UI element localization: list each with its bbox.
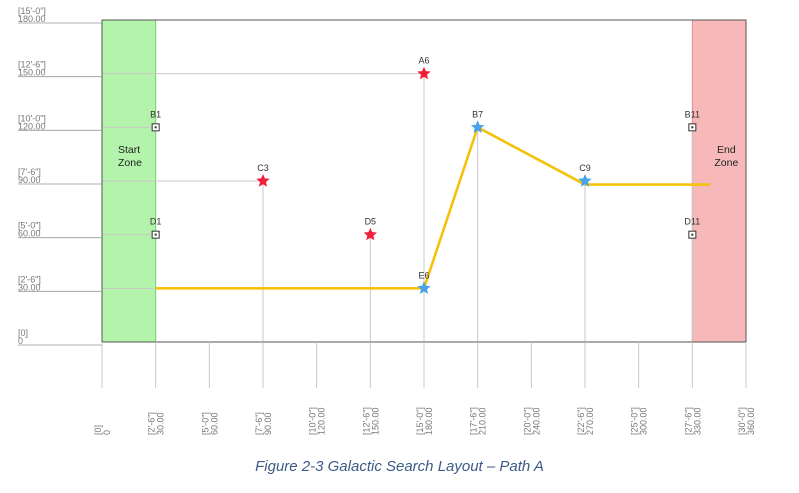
x-tick-label-ft: [0] <box>93 425 103 435</box>
marker-b7-star-icon <box>471 120 485 133</box>
x-tick-label-num: 360.00 <box>746 407 756 435</box>
x-tick-label: [0] 0 <box>93 425 112 435</box>
marker-c3-label: C3 <box>257 163 269 173</box>
marker-d1-dot <box>154 233 157 236</box>
marker-e6-label: E6 <box>418 270 429 280</box>
y-tick-label-ft: [15'-0"] <box>18 6 46 16</box>
x-tick-label-ft: [15'-0"] <box>415 407 425 435</box>
start-zone-label-line2: Zone <box>118 157 142 169</box>
y-tick-label-ft: [7'-6"] <box>18 167 41 177</box>
x-tick-label: [10'-0"] 120.00 <box>308 407 327 435</box>
x-tick-label-num: 300.00 <box>639 407 649 435</box>
marker-b1-label: B1 <box>150 109 161 119</box>
y-tick-label-ft: [5'-0"] <box>18 221 41 231</box>
marker-b7-label: B7 <box>472 109 483 119</box>
marker-e6-star-icon <box>417 281 431 294</box>
x-tick-label-num: 30.00 <box>156 412 166 435</box>
y-tick-label-num: 0 <box>18 336 23 346</box>
y-tick-label-num: 150.00 <box>18 68 46 78</box>
x-tick-label: [12'-6"] 150.00 <box>361 407 380 435</box>
marker-c9-label: C9 <box>579 163 591 173</box>
x-tick-label-num: 270.00 <box>585 407 595 435</box>
x-tick-label: [20'-0"] 240.00 <box>522 407 541 435</box>
x-tick-label: [22'-6"] 270.00 <box>576 407 595 435</box>
end-zone-label-line2: Zone <box>714 157 738 169</box>
guide-lines-layer <box>102 73 693 342</box>
x-tick-label-num: 180.00 <box>424 407 434 435</box>
marker-b11-label: B11 <box>685 109 700 119</box>
y-tick-label-ft: [10'-0"] <box>18 113 46 123</box>
marker-b1-dot <box>154 126 157 129</box>
x-tick-label: [27'-6"] 330.00 <box>683 407 702 435</box>
x-tick-label: [30'-0"] 360.00 <box>737 407 756 435</box>
y-tick-label-num: 60.00 <box>18 229 41 239</box>
x-tick-label-num: 240.00 <box>531 407 541 435</box>
end-zone <box>691 19 747 343</box>
marker-d1-label: D1 <box>150 217 162 227</box>
start-zone-label-line1: Start <box>118 144 140 156</box>
x-tick-label-ft: [25'-0"] <box>630 407 640 435</box>
x-tick-label: [5'-0"] 60.00 <box>200 412 219 435</box>
robot-path-line <box>155 126 711 290</box>
x-tick-label-num: 60.00 <box>209 412 219 435</box>
x-tick-label-num: 330.00 <box>692 407 702 435</box>
x-tick-label-ft: [5'-0"] <box>200 412 210 435</box>
x-tick-label: [17'-6"] 210.00 <box>469 407 488 435</box>
marker-c3-star-icon <box>256 174 270 187</box>
marker-a6-star-icon <box>417 66 431 80</box>
end-zone-label-line1: End <box>717 144 736 156</box>
y-tick-label-ft: [0] <box>18 328 28 338</box>
x-tick-label-ft: [12'-6"] <box>361 407 371 435</box>
y-tick-label-num: 180.00 <box>18 14 46 24</box>
x-tick-label: [25'-0"] 300.00 <box>630 407 649 435</box>
x-tick-label-num: 0 <box>102 430 112 435</box>
x-tick-label-ft: [22'-6"] <box>576 407 586 435</box>
marker-d11-dot <box>691 233 694 236</box>
axis-ticks-layer: [15'-0"]180.00[12'-6"]150.00[10'-0"]120.… <box>18 6 756 435</box>
marker-d11-label: D11 <box>684 217 700 227</box>
x-tick-label-num: 120.00 <box>317 407 327 435</box>
x-tick-label-ft: [27'-6"] <box>683 407 693 435</box>
x-tick-label-ft: [17'-6"] <box>469 407 479 435</box>
x-tick-label: [2'-6"] 30.00 <box>147 412 166 435</box>
marker-c9-star-icon <box>578 174 592 187</box>
y-tick-label-ft: [2'-6"] <box>18 274 41 284</box>
y-tick-label-ft: [12'-6"] <box>18 60 46 70</box>
marker-d5-label: D5 <box>365 217 377 227</box>
figure-caption: Figure 2-3 Galactic Search Layout – Path… <box>255 458 544 475</box>
x-tick-label-ft: [2'-6"] <box>147 412 157 435</box>
robot-path-layer <box>155 126 711 290</box>
y-tick-label-num: 30.00 <box>18 282 41 292</box>
y-tick-label-num: 90.00 <box>18 175 41 185</box>
markers-layer: B1 D1 C3 A6 D5 E6 B7 C9 B11 D11 <box>150 56 700 294</box>
x-tick-label-num: 90.00 <box>263 412 273 435</box>
x-tick-label-ft: [7'-6"] <box>254 412 264 435</box>
x-tick-label-ft: [10'-0"] <box>308 407 318 435</box>
x-tick-label-num: 150.00 <box>370 407 380 435</box>
marker-d5-star-icon <box>363 227 377 241</box>
x-tick-label: [15'-0"] 180.00 <box>415 407 434 435</box>
x-tick-label-ft: [30'-0"] <box>737 407 747 435</box>
x-tick-label-num: 210.00 <box>478 407 488 435</box>
x-tick-label: [7'-6"] 90.00 <box>254 412 273 435</box>
marker-a6-label: A6 <box>418 56 429 66</box>
y-tick-label-num: 120.00 <box>18 121 46 131</box>
marker-b11-dot <box>691 126 694 129</box>
x-tick-label-ft: [20'-0"] <box>522 407 532 435</box>
